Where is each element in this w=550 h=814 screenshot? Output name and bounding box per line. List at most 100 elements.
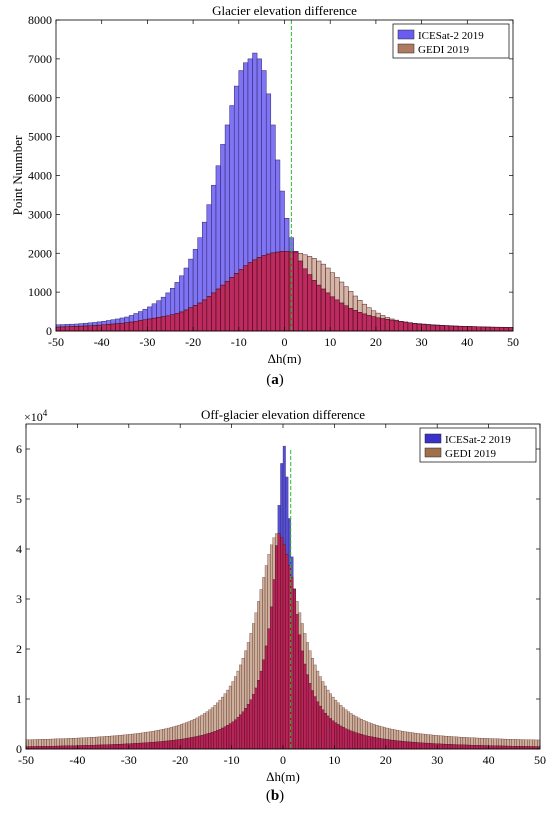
y-tick-label: 2	[16, 642, 22, 656]
overlap-bar	[416, 742, 420, 750]
overlap-bar	[403, 741, 407, 750]
x-tick-label: 40	[483, 753, 495, 767]
overlap-bar	[195, 736, 199, 750]
overlap-bar	[480, 745, 484, 750]
overlap-bar	[216, 730, 219, 750]
overlap-bar	[460, 744, 464, 750]
overlap-bar	[254, 687, 258, 750]
overlap-bar	[329, 296, 336, 332]
overlap-layer	[25, 533, 541, 750]
x-tick-label: 0	[280, 753, 286, 767]
overlap-bar	[473, 745, 476, 750]
overlap-bar	[69, 326, 75, 332]
overlap-bar	[491, 745, 494, 750]
overlap-bar	[262, 659, 266, 750]
overlap-bar	[377, 738, 381, 750]
overlap-bar	[257, 680, 261, 750]
x-tick-label: -30	[139, 335, 155, 349]
overlap-bar	[144, 742, 147, 750]
overlap-bar	[252, 694, 255, 750]
overlap-bar	[146, 742, 150, 750]
overlap-bar	[393, 320, 399, 332]
overlap-bar	[197, 302, 203, 332]
overlap-bar	[77, 745, 81, 750]
overlap-bar	[371, 316, 377, 332]
overlap-bar	[354, 732, 358, 750]
overlap-bar	[448, 325, 454, 332]
overlap-bar	[167, 740, 171, 750]
overlap-bar	[133, 321, 139, 332]
overlap-bar	[182, 738, 186, 750]
overlap-bar	[462, 326, 468, 332]
overlap-bar	[357, 312, 363, 332]
overlap-bar	[300, 650, 304, 750]
overlap-bar	[215, 288, 221, 332]
overlap-bar	[279, 251, 285, 332]
overlap-bar	[169, 740, 173, 750]
legend-swatch	[424, 433, 442, 444]
overlap-bar	[431, 743, 435, 750]
overlap-bar	[442, 743, 446, 750]
overlap-bar	[239, 714, 243, 750]
overlap-bar	[246, 704, 250, 750]
overlap-bar	[84, 745, 88, 750]
overlap-bar	[302, 268, 308, 332]
overlap-bar	[172, 740, 176, 750]
overlap-bar	[160, 316, 166, 332]
overlap-bar	[293, 251, 299, 332]
y-tick-label: 4	[16, 542, 22, 556]
overlap-bar	[313, 696, 317, 750]
overlap-bar	[261, 255, 267, 332]
overlap-bar	[295, 614, 299, 750]
overlap-bar	[100, 744, 104, 750]
overlap-bar	[384, 319, 390, 332]
overlap-bar	[188, 307, 194, 332]
overlap-bar	[344, 728, 348, 750]
legend-swatch	[397, 29, 415, 40]
legend-swatch	[397, 43, 415, 54]
overlap-bar	[229, 277, 235, 332]
overlap-bar	[275, 545, 279, 750]
overlap-bar	[343, 305, 349, 332]
overlap-bar	[411, 742, 415, 750]
overlap-bar	[206, 296, 212, 332]
legend: ICESat-2 2019 GEDI 2019	[392, 23, 510, 59]
overlap-bar	[282, 544, 286, 750]
overlap-bar	[480, 326, 486, 332]
overlap-bar	[126, 743, 129, 750]
legend-label: ICESat-2 2019	[445, 434, 511, 446]
overlap-bar	[519, 746, 523, 750]
overlap-bar	[115, 744, 119, 750]
overlap-bar	[138, 320, 144, 332]
overlap-bar	[79, 745, 83, 750]
overlap-bar	[90, 745, 93, 750]
overlap-bar	[316, 284, 322, 332]
overlap-bar	[359, 734, 363, 750]
overlap-bar	[453, 325, 459, 332]
x-tick-label: 50	[507, 335, 519, 349]
overlap-bar	[318, 705, 322, 750]
overlap-bar	[210, 732, 214, 750]
overlap-bar	[159, 741, 163, 750]
overlap-bar	[133, 743, 137, 750]
overlap-bar	[174, 313, 180, 332]
overlap-bar	[370, 736, 374, 750]
overlap-bar	[64, 745, 68, 750]
x-tick-label: -40	[69, 753, 85, 767]
overlap-bar	[138, 742, 142, 750]
overlap-bar	[156, 317, 162, 332]
overlap-bar	[439, 325, 445, 332]
overlap-bar	[499, 327, 505, 332]
legend: ICESat-2 2019 GEDI 2019	[419, 427, 537, 463]
x-tick-label: -10	[231, 335, 247, 349]
x-tick-label: 30	[431, 753, 443, 767]
y-tick-label: 3	[16, 592, 22, 606]
overlap-bar	[136, 743, 140, 750]
y-tick-label: 4000	[28, 169, 52, 183]
overlap-bar	[59, 745, 63, 750]
overlap-bar	[349, 730, 353, 750]
overlap-bar	[102, 744, 106, 750]
overlap-bar	[498, 745, 502, 750]
overlap-bar	[336, 724, 340, 750]
overlap-bar	[60, 326, 66, 332]
